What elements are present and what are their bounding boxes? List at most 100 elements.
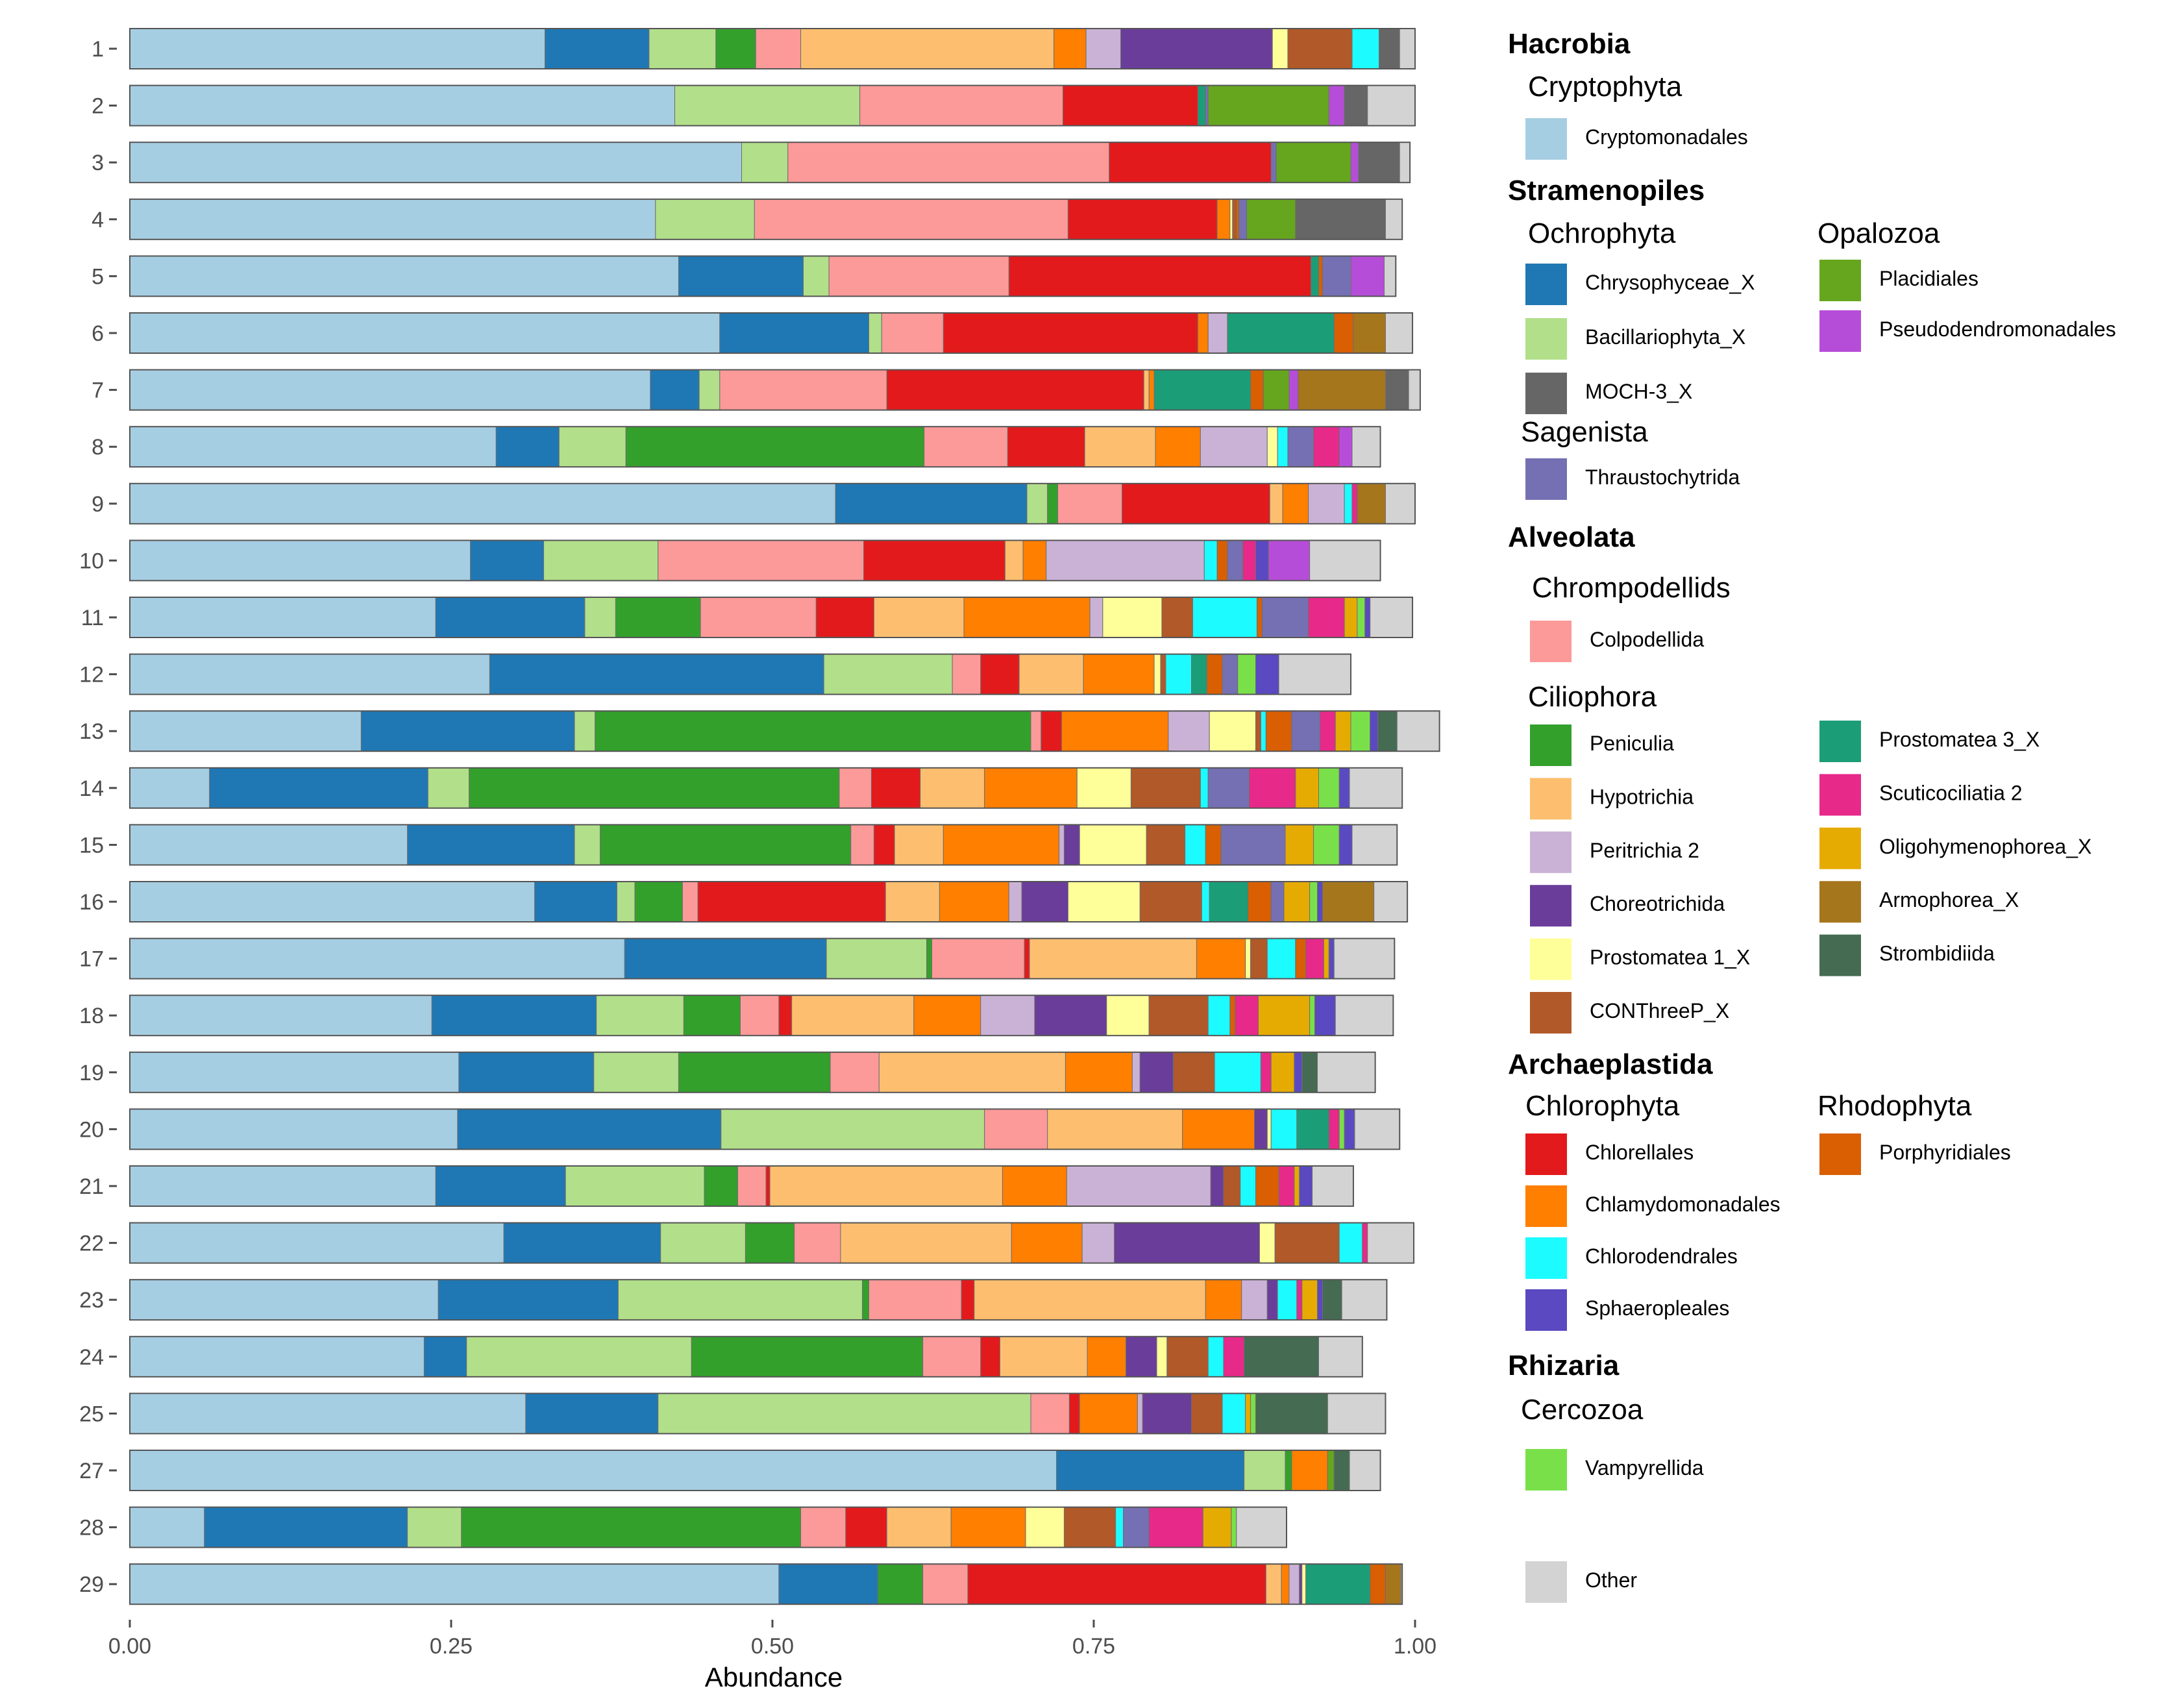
bar-segment-cryptomonadales-sample-22 xyxy=(129,1222,504,1264)
bar-segment-peritrichia-2-sample-10 xyxy=(1046,539,1205,581)
bar-segment-hypotrichia-sample-14 xyxy=(920,767,985,809)
bar-segment-peritrichia-2-sample-23 xyxy=(1241,1279,1268,1320)
bar-outline-sample-17 xyxy=(129,937,1396,980)
bar-segment-other-sample-27 xyxy=(1349,1450,1381,1491)
bar-segment-bacillariophyta-x-sample-24 xyxy=(466,1336,692,1378)
legend-label: Chlorodendrales xyxy=(1585,1244,1738,1268)
y-tick-label: 10 xyxy=(79,549,104,573)
bar-segment-choreotrichida-sample-22 xyxy=(1114,1222,1260,1264)
bar-segment-choreotrichida-sample-18 xyxy=(1034,995,1107,1036)
bar-segment-conthreep-x-sample-18 xyxy=(1148,995,1209,1036)
bar-segment-scuticociliatia-2-sample-19 xyxy=(1260,1052,1272,1093)
bar-segment-chrysophyceae-x-sample-16 xyxy=(534,881,617,922)
bar-segment-bacillariophyta-x-sample-27 xyxy=(1244,1450,1286,1491)
bar-segment-placidiales-sample-7 xyxy=(1263,369,1290,411)
bar-segment-porphyridiales-sample-4 xyxy=(1236,199,1240,240)
bar-segment-other-sample-23 xyxy=(1341,1279,1387,1320)
bar-segment-hypotrichia-sample-23 xyxy=(974,1279,1206,1320)
bar-segment-sphaeropleales-sample-16 xyxy=(1317,881,1323,922)
legend-subgroup-title: Opalozoa xyxy=(1818,217,1940,249)
bar-segment-sphaeropleales-sample-15 xyxy=(1338,824,1353,865)
bar-segment-chlamydomonadales-sample-9 xyxy=(1282,483,1309,525)
bar-segment-chlorellales-sample-12 xyxy=(980,654,1020,695)
y-tick-label: 15 xyxy=(79,833,104,858)
bar-outline-sample-24 xyxy=(129,1335,1363,1378)
bar-segment-other-sample-28 xyxy=(1236,1507,1287,1548)
bar-segment-peniculia-sample-22 xyxy=(745,1222,795,1264)
bar-segment-other-sample-22 xyxy=(1367,1222,1414,1264)
bar-segment-colpodellida-sample-17 xyxy=(931,938,1025,980)
bar-segment-colpodellida-sample-13 xyxy=(1030,710,1042,752)
legend-subgroup-title: Rhodophyta xyxy=(1818,1090,1972,1122)
bar-segment-hypotrichia-sample-28 xyxy=(886,1507,952,1548)
bar-segment-oligohymenophorea-x-sample-18 xyxy=(1257,995,1311,1036)
legend-label: Porphyridiales xyxy=(1879,1141,2011,1164)
bar-segment-chrysophyceae-x-sample-29 xyxy=(778,1563,878,1605)
bar-segment-chlamydomonadales-sample-28 xyxy=(950,1507,1026,1548)
bar-segment-chrysophyceae-x-sample-14 xyxy=(209,767,428,809)
bar-segment-sphaeropleales-sample-14 xyxy=(1338,767,1350,809)
legend-label: Other xyxy=(1585,1568,1637,1592)
legend-swatch-chrysophyceae-x xyxy=(1525,264,1567,305)
bar-segment-peritrichia-2-sample-21 xyxy=(1066,1165,1211,1207)
bar-segment-oligohymenophorea-x-sample-15 xyxy=(1285,824,1314,865)
bar-segment-bacillariophyta-x-sample-28 xyxy=(407,1507,462,1548)
bar-segment-prostomatea-1-x-sample-24 xyxy=(1156,1336,1168,1378)
bar-segment-bacillariophyta-x-sample-23 xyxy=(617,1279,863,1320)
y-tick-label: 8 xyxy=(92,435,104,460)
bar-segment-other-sample-21 xyxy=(1312,1165,1354,1207)
bar-segment-bacillariophyta-x-sample-18 xyxy=(596,995,684,1036)
bar-outline-sample-1 xyxy=(129,28,1416,69)
bar-segment-colpodellida-sample-3 xyxy=(787,142,1110,183)
bar-segment-colpodellida-sample-5 xyxy=(828,255,1009,297)
bar-outline-sample-10 xyxy=(129,539,1381,582)
bar-segment-bacillariophyta-x-sample-20 xyxy=(721,1108,985,1150)
bar-segment-chlamydomonadales-sample-4 xyxy=(1216,199,1231,240)
bar-outline-sample-11 xyxy=(129,597,1414,638)
bar-segment-pseudodendromonadales-sample-3 xyxy=(1350,142,1359,183)
bar-segment-chrysophyceae-x-sample-5 xyxy=(678,255,804,297)
bar-segment-oligohymenophorea-x-sample-14 xyxy=(1295,767,1319,809)
legend-label: Peniculia xyxy=(1590,732,1674,755)
legend-label: Chlamydomonadales xyxy=(1585,1193,1781,1216)
bar-segment-thraustochytrida-sample-4 xyxy=(1239,199,1248,240)
legend-swatch-placidiales xyxy=(1819,260,1861,301)
bar-segment-porphyridiales-sample-11 xyxy=(1256,597,1263,638)
bar-segment-chlorodendrales-sample-15 xyxy=(1185,824,1206,865)
bar-segment-chrysophyceae-x-sample-19 xyxy=(458,1052,595,1093)
legend-group-title: Alveolata xyxy=(1508,521,1635,553)
bar-segment-vampyrellida-sample-16 xyxy=(1309,881,1318,922)
bar-segment-scuticociliatia-2-sample-9 xyxy=(1351,483,1358,525)
bar-segment-chrysophyceae-x-sample-23 xyxy=(438,1279,619,1320)
bar-segment-cryptomonadales-sample-23 xyxy=(129,1279,439,1320)
bar-segment-peritrichia-2-sample-25 xyxy=(1137,1392,1143,1434)
legend-label: Peritrichia 2 xyxy=(1590,839,1699,862)
bar-segment-prostomatea-3-x-sample-16 xyxy=(1209,881,1249,922)
legend-group-title: Hacrobia xyxy=(1508,28,1631,60)
bar-segment-chlorellales-sample-21 xyxy=(765,1165,770,1207)
bar-segment-chlamydomonadales-sample-8 xyxy=(1155,426,1201,467)
bar-segment-cryptomonadales-sample-4 xyxy=(129,199,656,240)
bar-segment-sphaeropleales-sample-23 xyxy=(1317,1279,1323,1320)
legend-label: Pseudodendromonadales xyxy=(1879,317,2116,341)
bar-segment-chrysophyceae-x-sample-10 xyxy=(470,539,545,581)
y-tick-label: 25 xyxy=(79,1402,104,1426)
bar-segment-other-sample-17 xyxy=(1333,938,1395,980)
bar-segment-bacillariophyta-x-sample-2 xyxy=(674,85,861,127)
bar-segment-placidiales-sample-4 xyxy=(1246,199,1296,240)
bar-segment-peniculia-sample-27 xyxy=(1285,1450,1292,1491)
bar-segment-thraustochytrida-sample-5 xyxy=(1322,255,1351,297)
bar-segment-colpodellida-sample-9 xyxy=(1057,483,1123,525)
bar-segment-bacillariophyta-x-sample-12 xyxy=(823,654,953,695)
bar-segment-moch-3-x-sample-1 xyxy=(1379,28,1400,69)
bar-segment-chrysophyceae-x-sample-25 xyxy=(525,1392,659,1434)
bar-segment-chrysophyceae-x-sample-15 xyxy=(407,824,575,865)
bar-segment-porphyridiales-sample-15 xyxy=(1205,824,1222,865)
bar-segment-thraustochytrida-sample-10 xyxy=(1227,539,1244,581)
bar-segment-chrysophyceae-x-sample-9 xyxy=(835,483,1028,525)
y-tick-label: 22 xyxy=(79,1231,104,1256)
y-tick-label: 6 xyxy=(92,321,104,346)
bar-segment-conthreep-x-sample-13 xyxy=(1255,710,1261,752)
bar-segment-other-sample-13 xyxy=(1396,710,1440,752)
bar-segment-chlorellales-sample-23 xyxy=(961,1279,975,1320)
